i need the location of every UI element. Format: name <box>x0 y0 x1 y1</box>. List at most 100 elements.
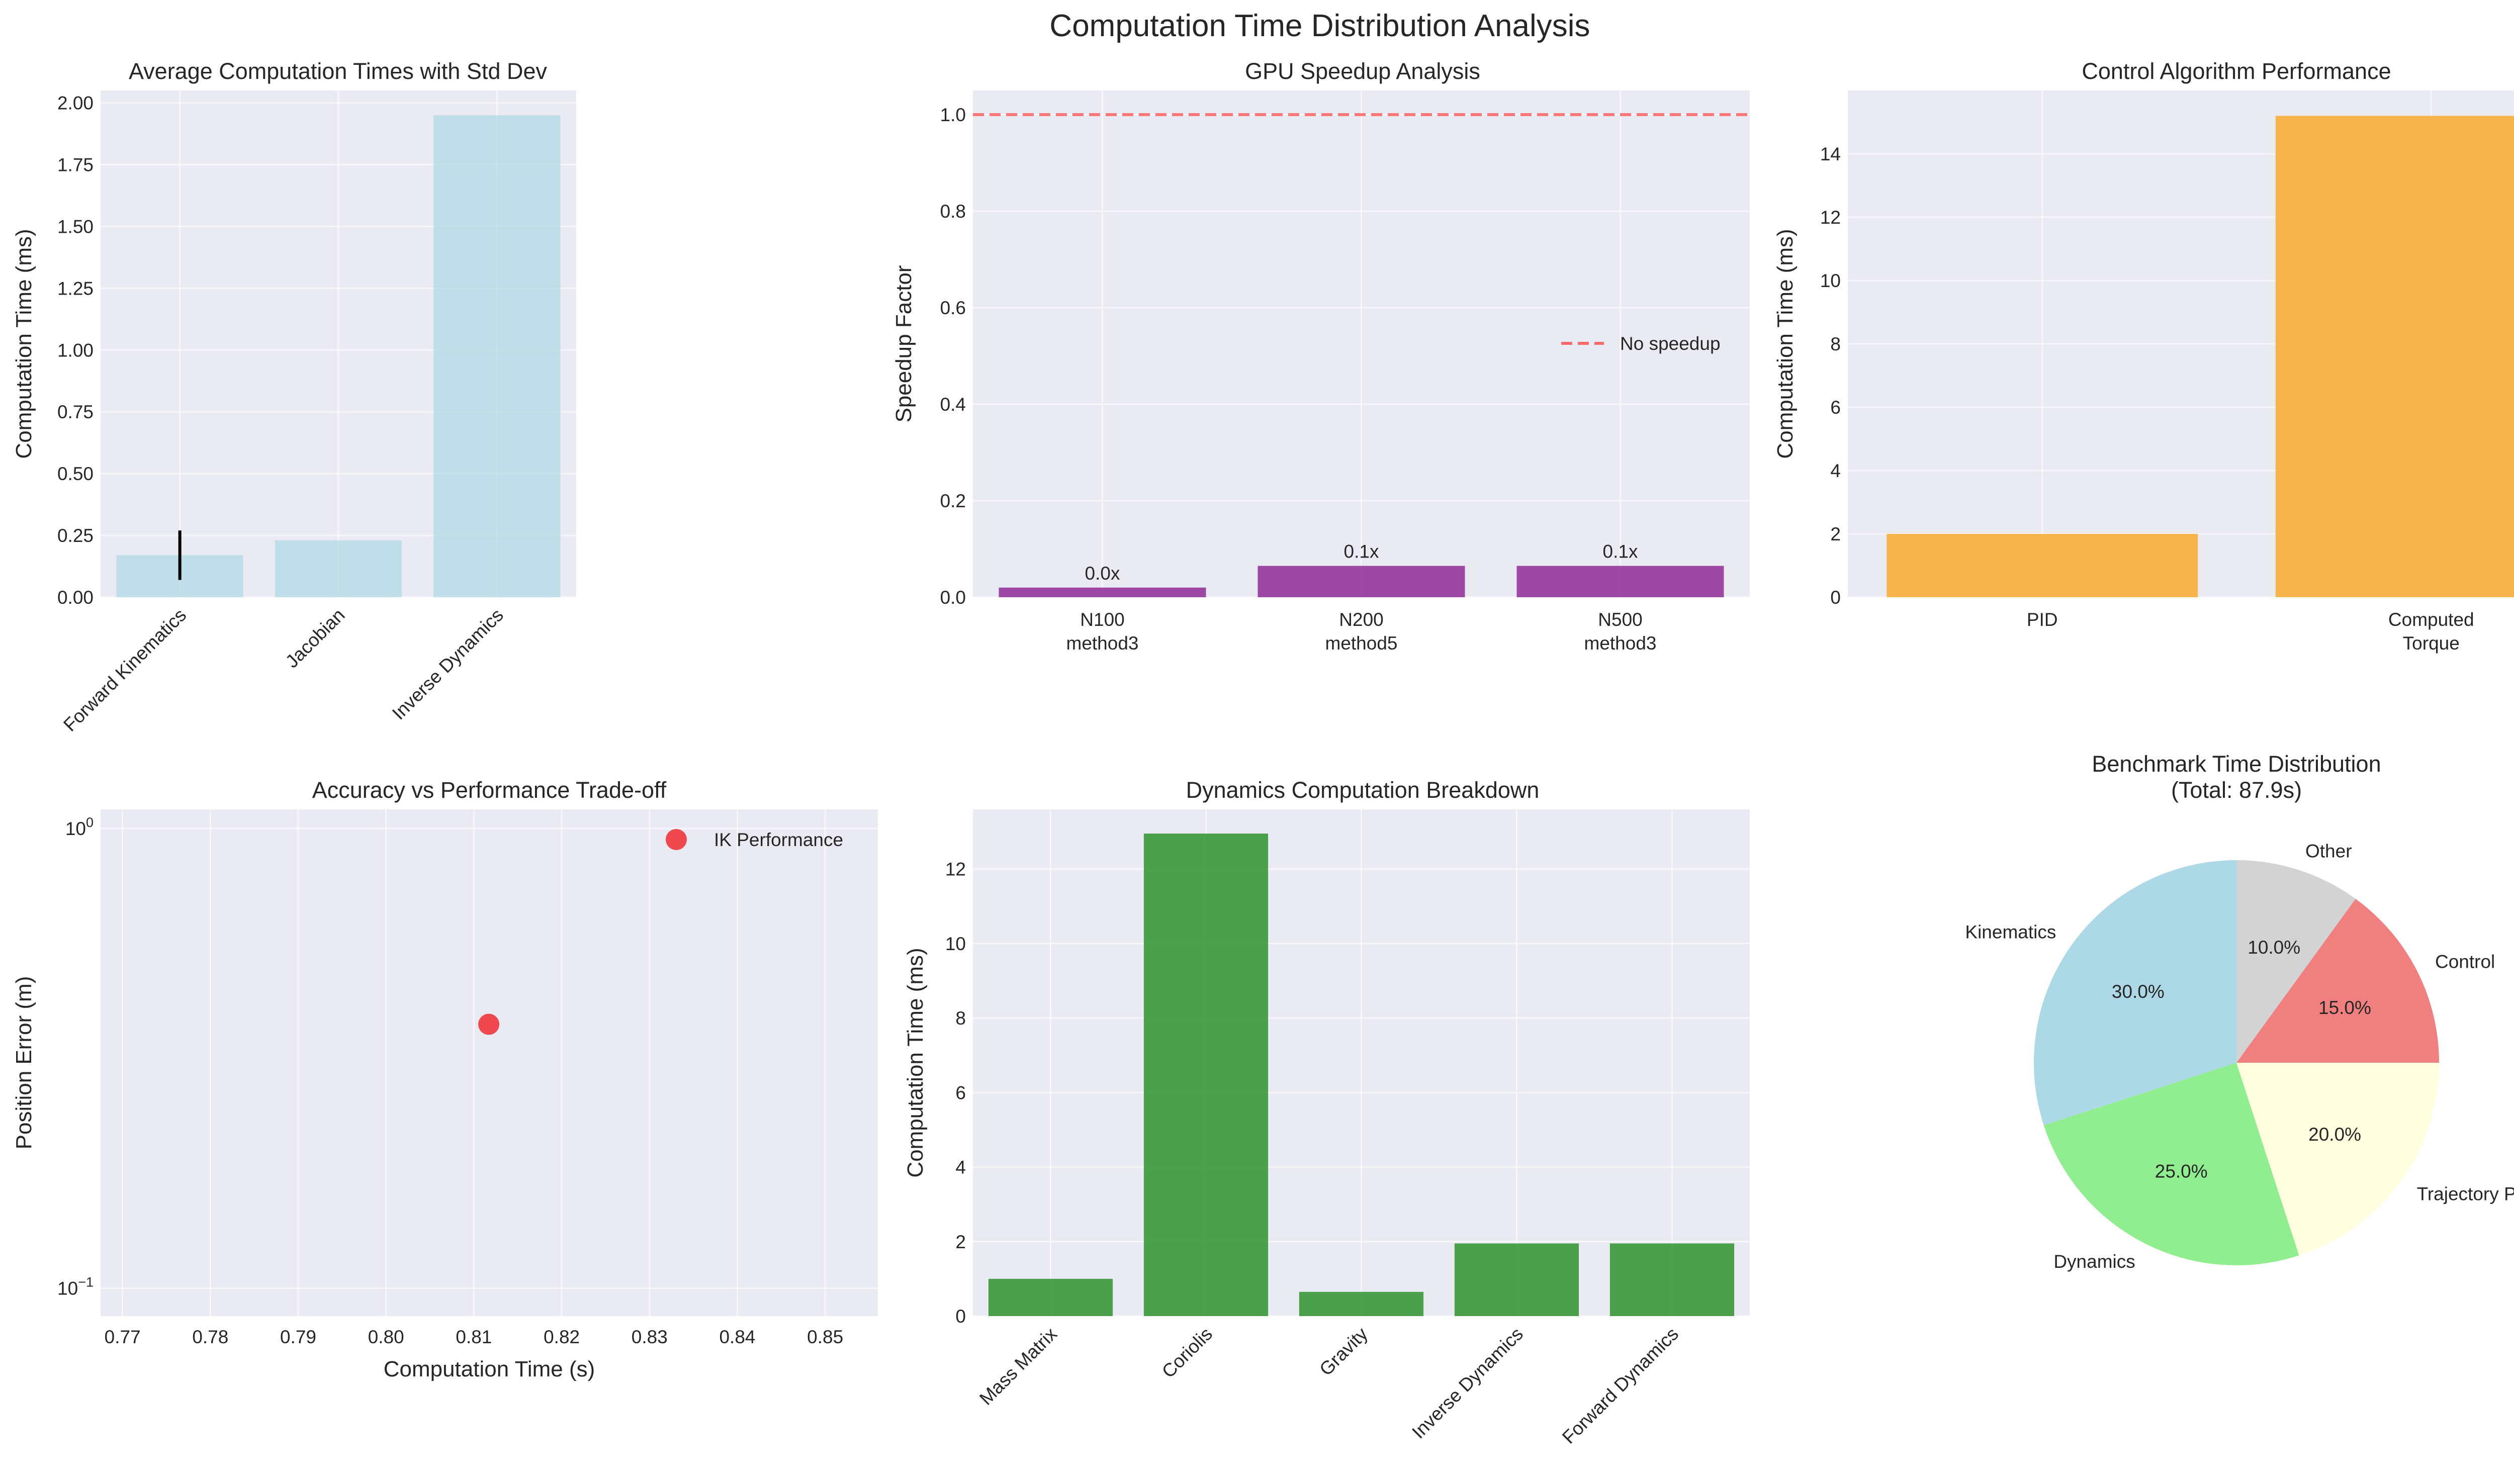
bar <box>433 115 561 598</box>
gpu-legend-label: No speedup <box>1620 333 1721 354</box>
x-tick-label: 0.78 <box>192 1327 228 1347</box>
y-tick-label: 6 <box>1830 397 1841 418</box>
pie-chart-title: Benchmark Time Distribution <box>2092 751 2381 777</box>
accuracy-x-axis-label: Computation Time (s) <box>384 1357 595 1381</box>
x-tick-label: N100 <box>1080 609 1124 630</box>
y-tick-label: 1.75 <box>57 155 94 175</box>
y-tick-label: 1.00 <box>57 340 94 360</box>
x-tick-label: 0.85 <box>807 1327 843 1347</box>
y-tick-label: 4 <box>1830 460 1841 481</box>
pie-slice <box>2236 1063 2439 1256</box>
pie-percent-label: 10.0% <box>2248 937 2300 958</box>
y-tick-label: 1.25 <box>57 278 94 299</box>
x-tick-label: method3 <box>1584 633 1657 654</box>
y-tick-label: 0.0 <box>940 587 966 608</box>
y-tick-label: 10 <box>945 934 966 954</box>
y-tick-label: 0.00 <box>57 587 94 608</box>
y-tick-label: 6 <box>955 1082 966 1103</box>
x-tick-label: 0.83 <box>632 1327 668 1347</box>
bar <box>1143 833 1269 1316</box>
accuracy-tradeoff-chart: Accuracy vs Performance Trade-off 0.77 0.… <box>12 777 878 1381</box>
y-tick-label: 0.4 <box>940 394 966 415</box>
avg-chart-title: Average Computation Times with Std Dev <box>129 58 548 84</box>
dynamics-chart-title: Dynamics Computation Breakdown <box>1186 777 1540 803</box>
accuracy-y-axis-label: Position Error (m) <box>12 976 36 1150</box>
y-tick-label: 1.50 <box>57 216 94 237</box>
bar <box>275 540 402 597</box>
pie-percent-label: 20.0% <box>2308 1124 2361 1145</box>
bar <box>1454 1243 1579 1316</box>
x-tick-label: N200 <box>1339 609 1383 630</box>
y-tick-label: 10−1 <box>57 1275 94 1299</box>
gpu-chart-title: GPU Speedup Analysis <box>1245 58 1480 84</box>
pie-chart-subtitle: (Total: 87.9s) <box>2171 777 2302 803</box>
x-tick-label: Inverse Dynamics <box>1408 1324 1527 1443</box>
y-tick-label: 14 <box>1820 144 1841 164</box>
control-y-axis-label: Computation Time (ms) <box>1773 229 1798 458</box>
x-tick-label: Gravity <box>1315 1323 1372 1379</box>
x-tick-label: PID <box>2027 609 2058 630</box>
y-tick-base: 10 <box>57 1278 78 1299</box>
pie-slice <box>2033 860 2236 1126</box>
y-tick-base: 10 <box>65 818 86 839</box>
dynamics-breakdown-chart: Dynamics Computation Breakdown 0 2 4 6 8 10 12… <box>903 777 1750 1448</box>
y-tick-label: 2.00 <box>57 93 94 114</box>
x-tick-label: Forward Dynamics <box>1558 1324 1682 1448</box>
pie-slice-label: Dynamics <box>2053 1251 2135 1272</box>
x-tick-label: 0.77 <box>105 1327 141 1347</box>
y-tick-label: 0 <box>1830 587 1841 608</box>
accuracy-chart-title: Accuracy vs Performance Trade-off <box>312 777 667 803</box>
y-tick-label: 2 <box>1830 524 1841 544</box>
accuracy-legend-marker <box>666 829 687 850</box>
pie-slice <box>2236 860 2356 1063</box>
bar-value-label: 0.1x <box>1603 541 1638 562</box>
x-tick-label: 0.81 <box>456 1327 492 1347</box>
pie-slice-label: Other <box>2305 841 2352 861</box>
bar-value-label: 0.0x <box>1085 563 1120 584</box>
y-tick-label: 4 <box>955 1157 966 1178</box>
accuracy-legend: IK Performance <box>666 829 843 850</box>
y-tick-label: 0.2 <box>940 491 966 511</box>
x-tick-label: N500 <box>1598 609 1642 630</box>
y-tick-label: 1.0 <box>940 105 966 125</box>
benchmark-distribution-chart: Benchmark Time Distribution (Total: 87.9… <box>1965 751 2514 1272</box>
accuracy-plot-area <box>101 809 878 1316</box>
y-tick-label: 8 <box>955 1008 966 1029</box>
bar <box>999 587 1206 597</box>
x-tick-label: method5 <box>1325 633 1398 654</box>
x-tick-label: 0.84 <box>719 1327 755 1347</box>
pie-slice-label: Kinematics <box>1965 921 2056 942</box>
bar <box>1299 1291 1424 1316</box>
x-tick-label: Coriolis <box>1158 1324 1216 1382</box>
bar <box>2275 116 2514 597</box>
pie-percent-label: 15.0% <box>2318 997 2371 1018</box>
y-tick-label: 8 <box>1830 334 1841 354</box>
x-tick-label: Torque <box>2403 633 2460 654</box>
gpu-y-axis-label: Speedup Factor <box>891 265 916 422</box>
bar <box>988 1278 1113 1316</box>
avg-y-axis-label: Computation Time (ms) <box>12 229 36 458</box>
dynamics-y-axis-label: Computation Time (ms) <box>903 948 928 1177</box>
y-tick-label: 0.75 <box>57 402 94 422</box>
x-tick-label: Inverse Dynamics <box>388 605 507 724</box>
y-tick-label: 2 <box>955 1232 966 1252</box>
pie-slice-label: Trajectory Planning <box>2417 1184 2514 1204</box>
x-tick-label: 0.82 <box>544 1327 580 1347</box>
accuracy-legend-label: IK Performance <box>714 829 843 850</box>
x-tick-label: Computed <box>2388 609 2474 630</box>
y-tick-exponent: −1 <box>78 1275 94 1290</box>
y-tick-label: 0.25 <box>57 525 94 546</box>
pie-percent-label: 30.0% <box>2112 981 2165 1002</box>
y-tick-exponent: 0 <box>86 815 94 830</box>
y-tick-label: 12 <box>1820 207 1841 228</box>
control-performance-chart: Control Algorithm Performance 0 2 4 6 8 10 12 1… <box>1773 58 2514 654</box>
y-tick-label: 0.6 <box>940 298 966 318</box>
y-tick-label: 12 <box>945 859 966 880</box>
y-tick-label: 0.50 <box>57 463 94 484</box>
y-tick-label: 0.8 <box>940 201 966 222</box>
gpu-legend: No speedup <box>1561 333 1721 354</box>
y-tick-label: 0 <box>955 1306 966 1327</box>
y-tick-label: 100 <box>65 815 94 839</box>
x-tick-label: Jacobian <box>282 605 349 672</box>
x-tick-label: 0.79 <box>280 1327 316 1347</box>
